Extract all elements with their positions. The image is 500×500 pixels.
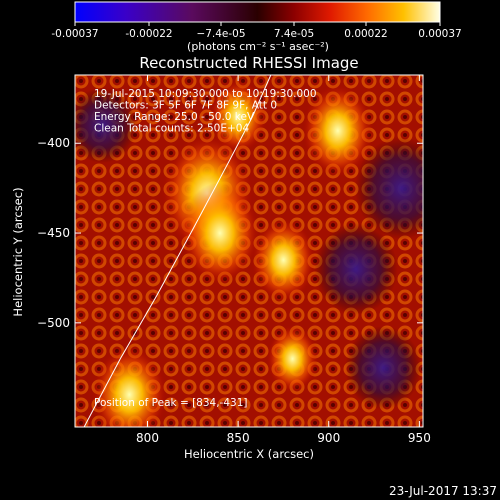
y-tick-label: −500 — [37, 316, 70, 330]
colorbar-tick-label: -0.00037 — [51, 28, 98, 40]
dark-region — [354, 137, 423, 240]
x-axis-label: Heliocentric X (arcsec) — [184, 447, 314, 461]
solar-limb-curve — [83, 75, 272, 427]
colorbar-ticks: -0.00037 -0.00022 −7.4e-05 7.4e-05 0.00022 0.… — [51, 22, 462, 40]
bright-source — [267, 325, 318, 392]
y-tick-label: −400 — [37, 136, 70, 150]
peak-label: Position of Peak = [834,-431] — [94, 397, 248, 409]
colorbar-tick-label: 0.00022 — [344, 28, 387, 40]
x-tick-label: 900 — [317, 431, 340, 445]
bright-source — [209, 79, 267, 153]
x-tick-label: 850 — [227, 431, 250, 445]
annotations: 19-Jul-2015 10:09:30.000 to 10:19:30.000… — [94, 88, 317, 135]
bright-source — [302, 84, 374, 177]
dark-region — [314, 223, 398, 315]
colorbar-tick-label: 7.4e-05 — [274, 28, 314, 40]
plot-frame — [74, 74, 424, 428]
bright-source — [181, 182, 259, 284]
colorbar-tick-label: -0.00022 — [125, 28, 172, 40]
bright-source — [92, 346, 167, 427]
y-tick-label: −450 — [37, 226, 70, 240]
annotation-line: Energy Range: 25.0 - 50.0 keV — [94, 111, 255, 123]
colorbar-tick-label: −7.4e-05 — [196, 28, 245, 40]
annotation-line: 19-Jul-2015 10:09:30.000 to 10:19:30.000 — [94, 88, 317, 100]
y-axis-label: Heliocentric Y (arcsec) — [11, 187, 25, 316]
chart-title: Reconstructed RHESSI Image — [139, 54, 358, 72]
y-axis-ticks: −400 −450 −500 — [37, 136, 423, 330]
colorbar-tick-label: 0.00037 — [418, 28, 461, 40]
bright-source — [251, 218, 316, 302]
heatmap-area — [75, 75, 423, 427]
dark-region — [75, 87, 137, 164]
annotation-line: Detectors: 3F 5F 6F 7F 8F 9F, Att 0 — [94, 100, 277, 112]
annotation-line: Clean Total counts: 2.50E+04 — [94, 123, 249, 135]
x-tick-label: 800 — [136, 431, 159, 445]
colorbar-unit-label: (photons cm⁻² s⁻¹ asec⁻²) — [187, 40, 329, 53]
x-tick-label: 950 — [408, 431, 431, 445]
dark-region — [345, 325, 422, 410]
timestamp: 23-Jul-2017 13:37 — [389, 484, 497, 498]
x-axis-ticks: 800 850 900 950 — [136, 75, 431, 445]
colorbar — [74, 1, 441, 23]
